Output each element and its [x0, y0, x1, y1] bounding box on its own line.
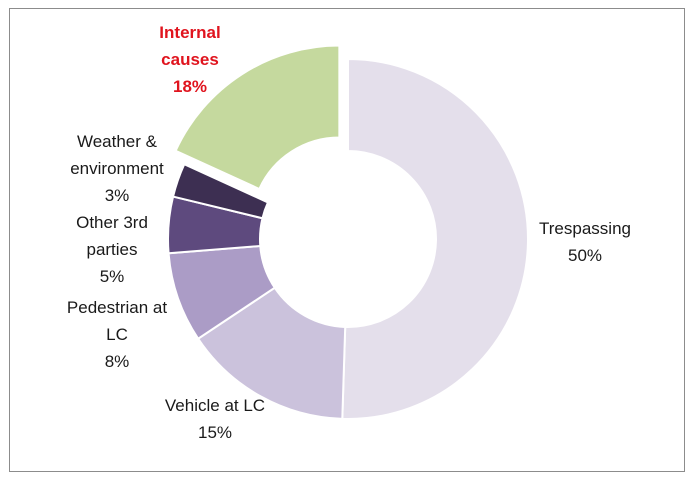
label-line: 15%	[198, 423, 232, 442]
label-line: Internal	[159, 23, 220, 42]
label-line: environment	[70, 159, 164, 178]
label-line: 5%	[100, 267, 125, 286]
label-line: 8%	[105, 352, 130, 371]
label-line: parties	[86, 240, 137, 259]
slice-internal-causes	[174, 44, 341, 191]
slice-trespassing	[341, 57, 529, 420]
label-line: 3%	[105, 186, 130, 205]
label-line: Trespassing	[539, 219, 631, 238]
label-line: Other 3rd	[76, 213, 148, 232]
slice-vehicle-at-lc	[196, 286, 347, 420]
slice-weather-environment	[171, 162, 270, 220]
label-line: Pedestrian at	[67, 298, 167, 317]
label-line: Weather &	[77, 132, 158, 151]
label-other-3rd-parties: Other 3rd parties 5%	[76, 213, 148, 286]
label-vehicle-at-lc: Vehicle at LC 15%	[165, 396, 265, 442]
label-line: causes	[161, 50, 219, 69]
label-line: Vehicle at LC	[165, 396, 265, 415]
label-weather-environment: Weather & environment 3%	[70, 132, 164, 205]
label-line: 18%	[173, 77, 207, 96]
label-line: 50%	[568, 246, 602, 265]
label-pedestrian-at-lc: Pedestrian at LC 8%	[67, 298, 167, 371]
label-line: LC	[106, 325, 128, 344]
label-trespassing: Trespassing 50%	[539, 219, 631, 265]
label-internal-causes: Internal causes 18%	[159, 23, 220, 96]
